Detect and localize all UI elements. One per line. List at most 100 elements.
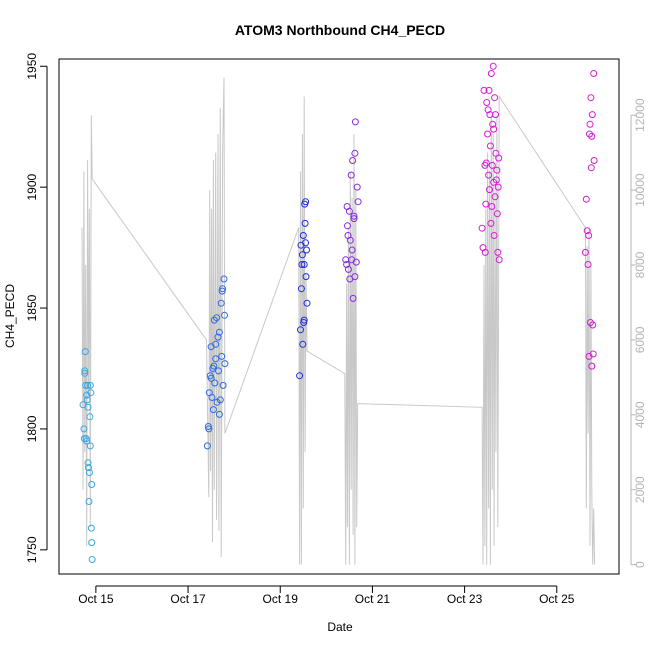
data-point — [590, 157, 598, 164]
x-tick-label: Oct 21 — [355, 592, 391, 606]
data-point — [495, 256, 503, 264]
x-tick-label: Oct 25 — [539, 592, 575, 606]
points-layer — [79, 62, 598, 563]
data-point — [203, 442, 211, 450]
data-point — [82, 381, 90, 389]
data-point — [85, 469, 93, 476]
data-point — [87, 389, 95, 397]
data-point — [492, 111, 499, 119]
data-point — [588, 132, 596, 140]
data-point — [487, 219, 495, 227]
data-point — [81, 367, 89, 375]
data-point — [484, 130, 492, 138]
data-point — [86, 413, 94, 421]
data-point — [210, 362, 218, 370]
data-point — [212, 355, 220, 363]
data-point — [343, 261, 351, 268]
data-point — [350, 215, 358, 223]
data-point — [489, 120, 497, 128]
data-point — [299, 340, 307, 348]
data-point — [487, 70, 495, 77]
data-point — [349, 294, 357, 302]
data-point — [218, 352, 226, 360]
data-point — [587, 94, 595, 102]
data-point — [587, 164, 595, 172]
data-point — [485, 171, 493, 179]
plot-frame — [58, 58, 620, 575]
data-point — [88, 539, 96, 547]
data-point — [495, 154, 503, 162]
data-point — [302, 198, 310, 206]
data-point — [588, 362, 596, 370]
data-point — [86, 381, 94, 389]
data-point — [84, 403, 92, 411]
data-point — [80, 435, 88, 443]
data-point — [494, 248, 502, 256]
data-point — [483, 99, 491, 106]
data-point — [85, 498, 93, 505]
data-point — [84, 381, 92, 389]
data-point — [486, 142, 494, 150]
data-point — [300, 261, 308, 268]
data-point — [297, 326, 304, 334]
y-tick-label: 1950 — [25, 53, 39, 80]
data-point — [205, 425, 213, 433]
data-point — [490, 125, 498, 133]
data-point — [344, 222, 351, 230]
data-point — [221, 311, 228, 319]
altitude-line — [81, 77, 596, 565]
data-point — [298, 261, 306, 268]
data-point — [219, 381, 227, 389]
data-point — [208, 394, 216, 401]
data-point — [349, 157, 357, 164]
data-point — [491, 94, 499, 102]
data-point — [87, 524, 95, 532]
right-y-tick-label: 2000 — [633, 476, 647, 503]
x-tick-label: Oct 23 — [447, 592, 483, 606]
data-point — [81, 369, 89, 377]
data-point — [88, 556, 96, 563]
data-point — [351, 149, 359, 157]
data-point — [215, 410, 223, 418]
data-point — [80, 425, 88, 433]
right-y-tick-label: 6000 — [633, 326, 647, 353]
data-point — [590, 70, 598, 77]
right-y-tick-label: 4000 — [633, 401, 647, 428]
data-point — [491, 193, 499, 201]
data-point — [493, 166, 501, 174]
data-point — [301, 219, 309, 227]
data-point — [303, 246, 310, 254]
y-tick-label: 1750 — [25, 536, 39, 563]
data-point — [353, 183, 361, 191]
data-point — [584, 261, 592, 268]
data-point — [300, 316, 308, 324]
data-point — [215, 367, 222, 375]
line-series-layer — [81, 77, 596, 565]
data-point — [478, 224, 486, 232]
data-point — [302, 273, 310, 281]
data-point — [484, 106, 492, 114]
data-point — [207, 374, 215, 382]
data-point — [354, 198, 362, 206]
x-axis-label: Date — [327, 620, 353, 634]
x-tick-label: Oct 17 — [170, 592, 206, 606]
data-point — [220, 275, 228, 283]
data-point — [586, 130, 593, 138]
data-point — [588, 111, 596, 119]
data-point — [486, 186, 493, 194]
data-point — [589, 350, 597, 358]
data-point — [351, 273, 359, 281]
right-y-axis: 0 2000 4000 6000 8000 10000 12000 — [630, 98, 647, 568]
data-point — [589, 321, 597, 329]
data-point — [345, 207, 353, 215]
data-point — [348, 246, 356, 254]
data-point — [581, 248, 589, 256]
data-point — [298, 251, 306, 259]
data-point — [86, 442, 94, 450]
data-point — [302, 239, 310, 247]
y-tick-label: 1900 — [25, 173, 39, 200]
x-tick-label: Oct 19 — [263, 592, 299, 606]
data-point — [219, 285, 227, 293]
right-y-tick-label: 12000 — [633, 98, 647, 132]
